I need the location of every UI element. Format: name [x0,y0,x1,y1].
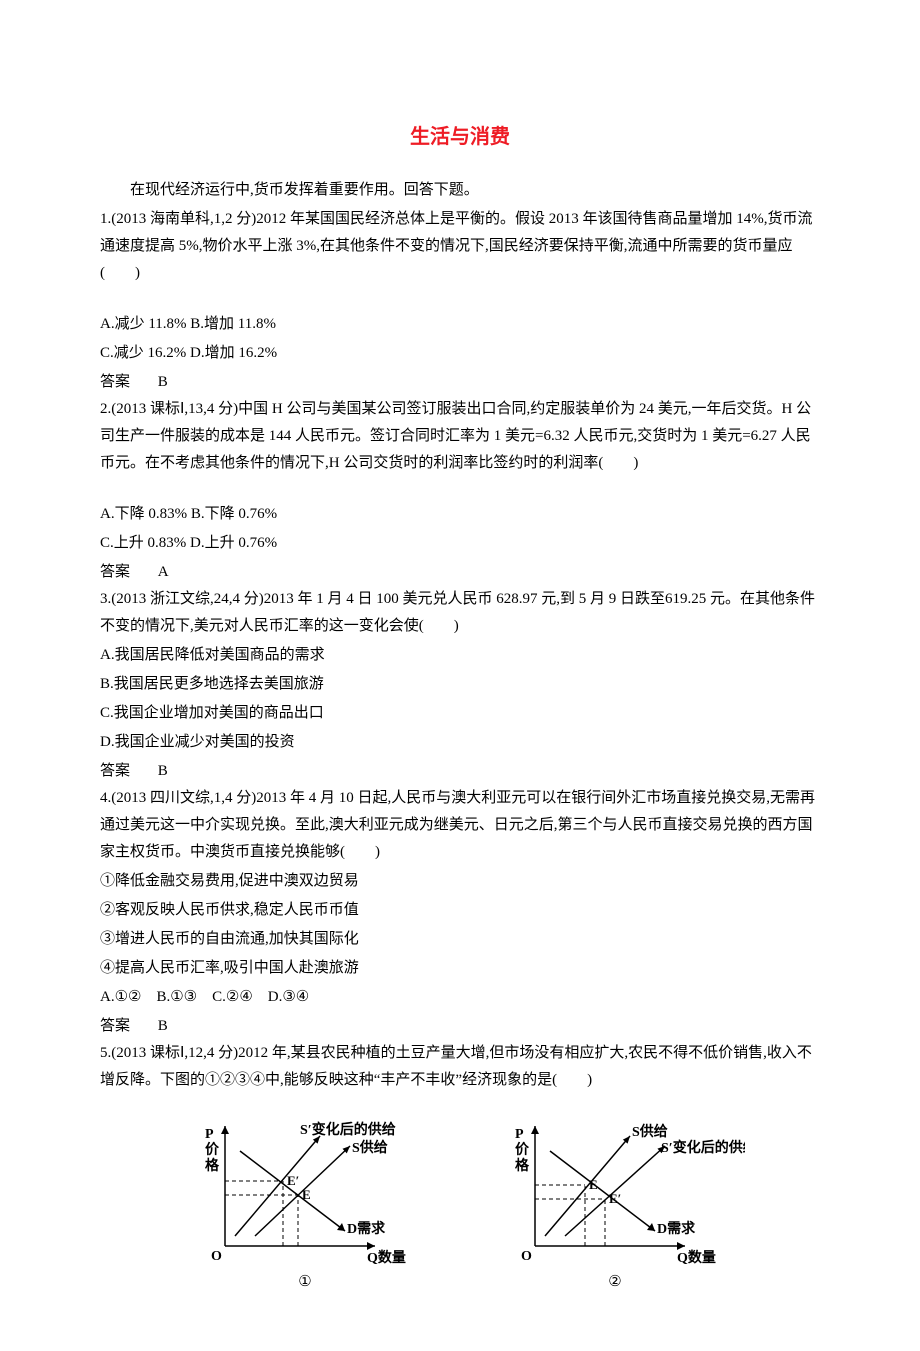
q1-stem: 1.(2013 海南单科,1,2 分)2012 年某国国民经济总体上是平衡的。假… [100,206,820,287]
svg-text:D需求: D需求 [347,1220,386,1237]
q1-answer: 答案 B [100,369,820,396]
q2-stem: 2.(2013 课标Ⅰ,13,4 分)中国 H 公司与美国某公司签订服装出口合同… [100,396,820,477]
q4-s3: ③增进人民币的自由流通,加快其国际化 [100,926,820,953]
q4-s1: ①降低金融交易费用,促进中澳双边贸易 [100,868,820,895]
svg-text:O: O [211,1249,222,1264]
q1-opts-row2: C.减少 16.2% D.增加 16.2% [100,340,820,367]
q2-opts-row2: C.上升 0.83% D.上升 0.76% [100,530,820,557]
chart-2-num: ② [485,1272,745,1291]
svg-text:P: P [205,1127,214,1142]
answer-label: 答案 [100,758,130,785]
chart-1-num: ① [175,1272,435,1291]
q2-opts-row1: A.下降 0.83% B.下降 0.76% [100,501,820,528]
svg-text:S′变化后的供给: S′变化后的供给 [661,1139,745,1156]
answer-value: B [158,1013,168,1040]
svg-text:O: O [521,1249,532,1264]
q2-answer: 答案 A [100,559,820,586]
q3-stem: 3.(2013 浙江文综,24,4 分)2013 年 1 月 4 日 100 美… [100,586,820,640]
svg-text:D需求: D需求 [657,1220,696,1237]
q3-opt-d: D.我国企业减少对美国的投资 [100,729,820,756]
svg-text:S′变化后的供给: S′变化后的供给 [300,1121,396,1138]
answer-value: B [158,758,168,785]
q3-opt-c: C.我国企业增加对美国的商品出口 [100,700,820,727]
svg-text:Q数量: Q数量 [367,1249,406,1266]
answer-label: 答案 [100,369,130,396]
svg-text:E′: E′ [609,1191,621,1206]
q1-opts-row1: A.减少 11.8% B.增加 11.8% [100,311,820,338]
svg-text:P: P [515,1127,524,1142]
page-title: 生活与消费 [100,120,820,149]
q4-s4: ④提高人民币汇率,吸引中国人赴澳旅游 [100,955,820,982]
intro-text: 在现代经济运行中,货币发挥着重要作用。回答下题。 [100,177,820,204]
chart-2: P价格 O Q数量 D需求 S供给S′变化后的供给 E E′ ② [485,1106,745,1291]
q3-opt-a: A.我国居民降低对美国商品的需求 [100,642,820,669]
svg-text:价: 价 [515,1142,530,1158]
svg-text:E: E [589,1177,598,1192]
svg-text:S供给: S供给 [632,1123,668,1140]
svg-text:格: 格 [515,1157,530,1174]
answer-label: 答案 [100,1013,130,1040]
svg-text:格: 格 [205,1157,220,1174]
q3-opt-b: B.我国居民更多地选择去美国旅游 [100,671,820,698]
q3-answer: 答案 B [100,758,820,785]
q4-answer: 答案 B [100,1013,820,1040]
q4-opts: A.①② B.①③ C.②④ D.③④ [100,984,820,1011]
svg-text:Q数量: Q数量 [677,1249,716,1266]
svg-text:S供给: S供给 [352,1139,388,1156]
q5-charts: P价格OQ数量D需求S供给S′变化后的供给EE′ ① P价格OQ数量D需求S供给… [100,1106,820,1291]
svg-text:E: E [302,1187,311,1202]
q4-s2: ②客观反映人民币供求,稳定人民币币值 [100,897,820,924]
answer-label: 答案 [100,559,130,586]
svg-text:E′: E′ [287,1173,299,1188]
chart-1: P价格 O Q数量 D需求 S供给S′变化后的供给 EE′ ① [175,1106,435,1291]
answer-value: B [158,369,168,396]
q5-stem: 5.(2013 课标Ⅰ,12,4 分)2012 年,某县农民种植的土豆产量大增,… [100,1040,820,1094]
answer-value: A [158,559,169,586]
svg-text:价: 价 [205,1142,220,1158]
q4-stem: 4.(2013 四川文综,1,4 分)2013 年 4 月 10 日起,人民币与… [100,785,820,866]
